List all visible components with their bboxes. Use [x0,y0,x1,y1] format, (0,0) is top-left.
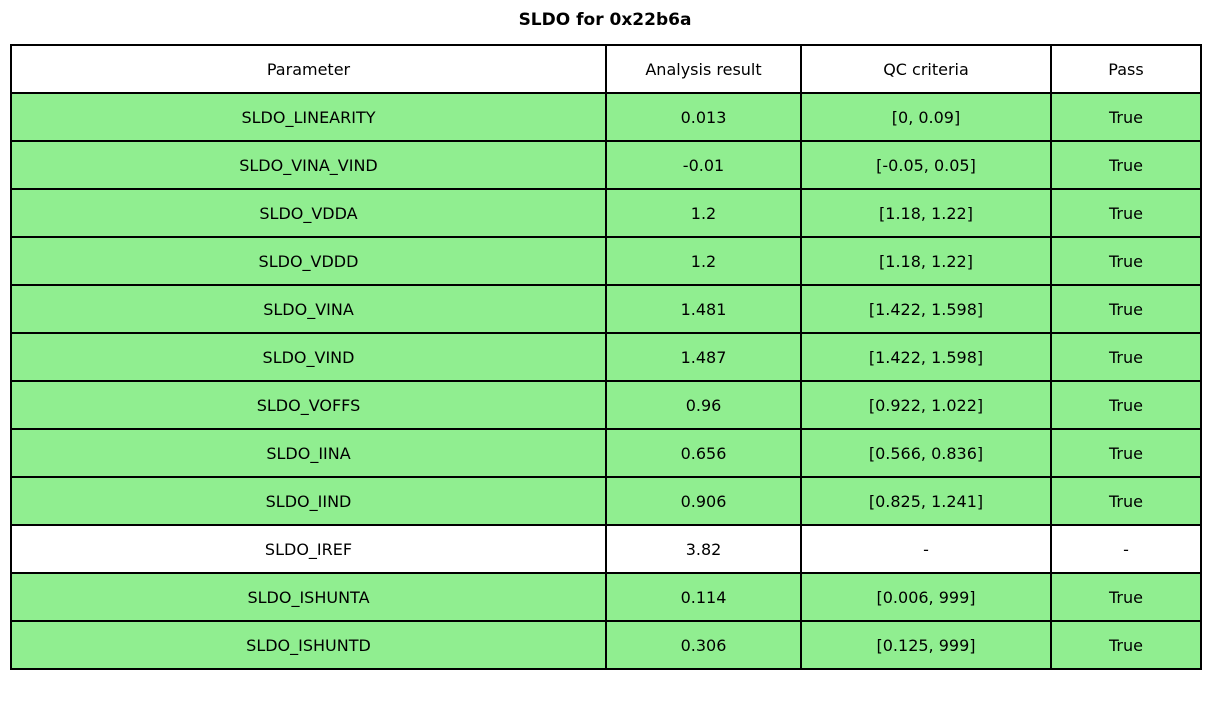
cell-result: 1.481 [605,284,802,334]
cell-pass: - [1050,524,1202,574]
table-row: SLDO_LINEARITY 0.013 [0, 0.09] True [10,92,1202,142]
cell-result: 3.82 [605,524,802,574]
cell-pass: True [1050,476,1202,526]
table-row: SLDO_VDDD 1.2 [1.18, 1.22] True [10,236,1202,286]
cell-parameter: SLDO_VIND [10,332,607,382]
cell-pass: True [1050,284,1202,334]
column-header-3: Pass [1050,44,1202,94]
table-row: SLDO_VINA_VIND -0.01 [-0.05, 0.05] True [10,140,1202,190]
table-row: SLDO_IREF 3.82- - [10,524,1202,574]
cell-result: 0.656 [605,428,802,478]
cell-pass: True [1050,140,1202,190]
cell-result: 0.306 [605,620,802,670]
column-header-1: Analysis result [605,44,802,94]
cell-result: 0.96 [605,380,802,430]
cell-criteria: [1.422, 1.598] [800,284,1052,334]
cell-result: 0.906 [605,476,802,526]
cell-parameter: SLDO_IIND [10,476,607,526]
table-row: SLDO_VDDA 1.2 [1.18, 1.22] True [10,188,1202,238]
cell-criteria: [1.18, 1.22] [800,188,1052,238]
cell-criteria: [0, 0.09] [800,92,1052,142]
cell-parameter: SLDO_IREF [10,524,607,574]
cell-criteria: [0.566, 0.836] [800,428,1052,478]
cell-result: 0.114 [605,572,802,622]
cell-criteria: [0.125, 999] [800,620,1052,670]
table-header-row: Parameter Analysis result QC criteria Pass [10,44,1202,94]
cell-parameter: SLDO_VDDA [10,188,607,238]
column-header-0: Parameter [10,44,607,94]
cell-parameter: SLDO_IINA [10,428,607,478]
cell-result: 1.2 [605,188,802,238]
table-row: SLDO_ISHUNTA 0.114 [0.006, 999] True [10,572,1202,622]
cell-parameter: SLDO_VDDD [10,236,607,286]
table-row: SLDO_VOFFS 0.96 [0.922, 1.022] True [10,380,1202,430]
cell-criteria: [0.006, 999] [800,572,1052,622]
cell-result: -0.01 [605,140,802,190]
table-body: SLDO_LINEARITY 0.013 [0, 0.09] True SLDO_VIN… [10,92,1202,670]
table-row: SLDO_IINA 0.656 [0.566, 0.836] True [10,428,1202,478]
cell-pass: True [1050,620,1202,670]
cell-parameter: SLDO_LINEARITY [10,92,607,142]
cell-parameter: SLDO_ISHUNTA [10,572,607,622]
page-title: SLDO for 0x22b6a [518,10,692,30]
cell-criteria: [0.922, 1.022] [800,380,1052,430]
cell-result: 1.487 [605,332,802,382]
cell-criteria: [1.18, 1.22] [800,236,1052,286]
cell-criteria: [1.422, 1.598] [800,332,1052,382]
table-row: SLDO_VIND 1.487 [1.422, 1.598] True [10,332,1202,382]
cell-pass: True [1050,188,1202,238]
cell-result: 1.2 [605,236,802,286]
cell-parameter: SLDO_ISHUNTD [10,620,607,670]
cell-parameter: SLDO_VINA_VIND [10,140,607,190]
cell-result: 0.013 [605,92,802,142]
table-row: SLDO_IIND 0.906 [0.825, 1.241] True [10,476,1202,526]
cell-pass: True [1050,428,1202,478]
cell-parameter: SLDO_VOFFS [10,380,607,430]
table-row: SLDO_ISHUNTD 0.306 [0.125, 999] True [10,620,1202,670]
cell-parameter: SLDO_VINA [10,284,607,334]
cell-pass: True [1050,92,1202,142]
column-header-2: QC criteria [800,44,1052,94]
table-row: SLDO_VINA 1.481 [1.422, 1.598] True [10,284,1202,334]
cell-pass: True [1050,380,1202,430]
qc-results-table: Parameter Analysis result QC criteria Pass … [10,44,1202,670]
cell-criteria: [-0.05, 0.05] [800,140,1052,190]
cell-pass: True [1050,572,1202,622]
cell-pass: True [1050,332,1202,382]
cell-pass: True [1050,236,1202,286]
cell-criteria: [0.825, 1.241] [800,476,1052,526]
cell-criteria: - [800,524,1052,574]
